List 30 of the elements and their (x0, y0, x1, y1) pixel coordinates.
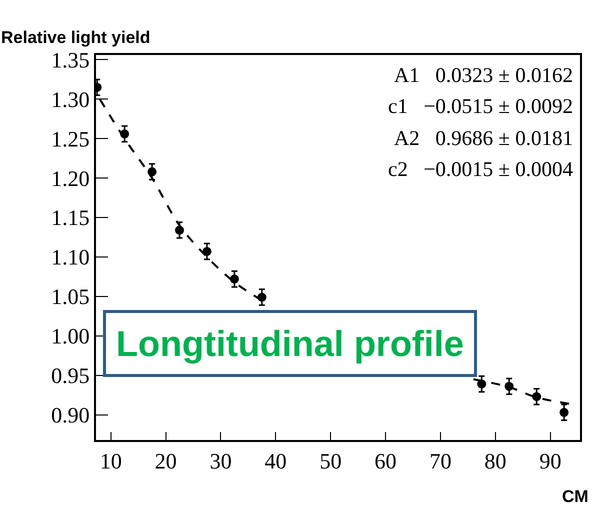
point (148, 167, 157, 176)
x-tick-label: 40 (264, 448, 287, 474)
x-tick-label: 30 (210, 448, 232, 474)
y-tick-label: 1.30 (51, 86, 90, 112)
x-tick-label: 60 (374, 448, 397, 474)
y-tick-label: 1.10 (51, 244, 90, 270)
y-tick-label: 1.00 (51, 324, 90, 349)
annotation: c2 −0.0015 ± 0.0004 (388, 157, 574, 181)
point (560, 408, 569, 417)
x-tick-label: 10 (100, 448, 122, 474)
annotation: Longtitudinal profile (116, 323, 464, 364)
y-tick-label: 0.90 (51, 402, 90, 428)
annotation: A1 0.0323 ± 0.0162 (394, 63, 573, 87)
x-tick-label: 70 (429, 448, 452, 474)
x-axis-title: CM (562, 487, 588, 506)
x-tick-label: 80 (484, 448, 506, 474)
y-tick-label: 1.05 (51, 284, 90, 310)
x-tick-label: 50 (320, 448, 342, 474)
x-tick-label: 90 (539, 448, 562, 474)
point (230, 274, 239, 284)
y-axis-title: Relative light yield (1, 28, 150, 47)
annotation: c1 −0.0515 ± 0.0092 (388, 94, 573, 118)
annotation: A2 0.9686 ± 0.0181 (394, 126, 573, 150)
y-tick-label: 1.15 (51, 205, 90, 230)
y-tick-label: 1.20 (51, 166, 90, 191)
x-tick-label: 20 (154, 448, 177, 474)
y-tick-label: 1.35 (51, 47, 90, 72)
point (532, 392, 542, 402)
y-tick-label: 1.25 (51, 126, 90, 152)
y-tick-label: 0.95 (51, 363, 90, 388)
